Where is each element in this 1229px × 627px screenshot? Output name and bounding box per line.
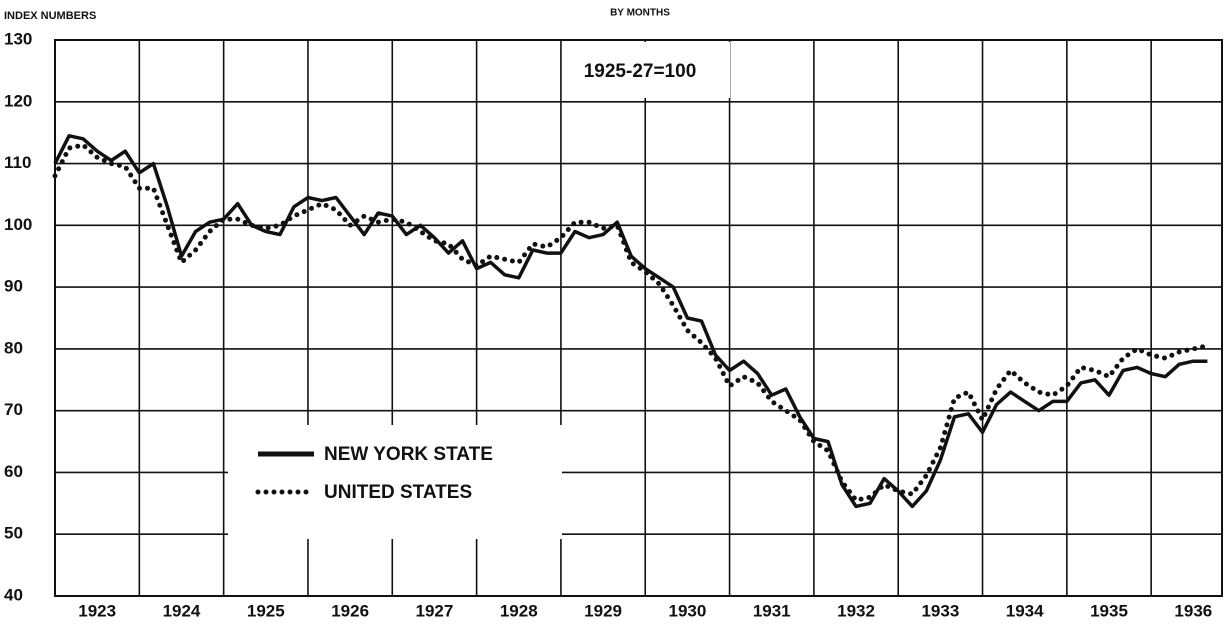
y-tick-label: 80 [4,338,23,357]
x-tick-label: 1933 [921,601,959,620]
plot-lines [52,134,1210,509]
x-tick-label: 1934 [1006,601,1044,620]
annotation: 1925-27=100 [584,61,697,82]
y-tick-label: 110 [4,153,31,172]
annotation-box [562,42,730,98]
legend-label: UNITED STATES [324,482,472,503]
x-tick-label: 1924 [163,601,201,620]
x-tick-label: 1923 [78,601,116,620]
y-tick-label: 70 [4,400,23,419]
y-tick-label: 40 [4,585,23,604]
x-tick-label: 1929 [584,601,622,620]
series-line [53,134,1208,509]
y-tick-label: 130 [4,29,32,48]
y-axis-label: INDEX NUMBERS [4,10,96,22]
x-tick-label: 1936 [1174,601,1212,620]
series-line [52,142,1210,503]
x-tick-label: 1930 [668,601,706,620]
x-tick-label: 1931 [753,601,791,620]
legend-box [228,425,562,539]
x-tick-label: 1932 [837,601,875,620]
plot-frame [54,39,1223,597]
y-tick-label: 120 [4,91,32,110]
chart-title: BY MONTHS [610,8,670,19]
y-tick-label: 90 [4,277,23,296]
legend: NEW YORK STATE UNITED STATES [255,444,493,503]
legend-label: NEW YORK STATE [324,444,493,465]
x-tick-label: 1935 [1090,601,1128,620]
x-tick-label: 1928 [500,601,538,620]
x-tick-label: 1927 [416,601,454,620]
y-tick-label: 100 [4,215,32,234]
y-tick-label: 60 [4,462,23,481]
y-tick-label: 50 [4,524,23,543]
x-tick-label: 1926 [331,601,369,620]
x-tick-label: 1925 [247,601,285,620]
